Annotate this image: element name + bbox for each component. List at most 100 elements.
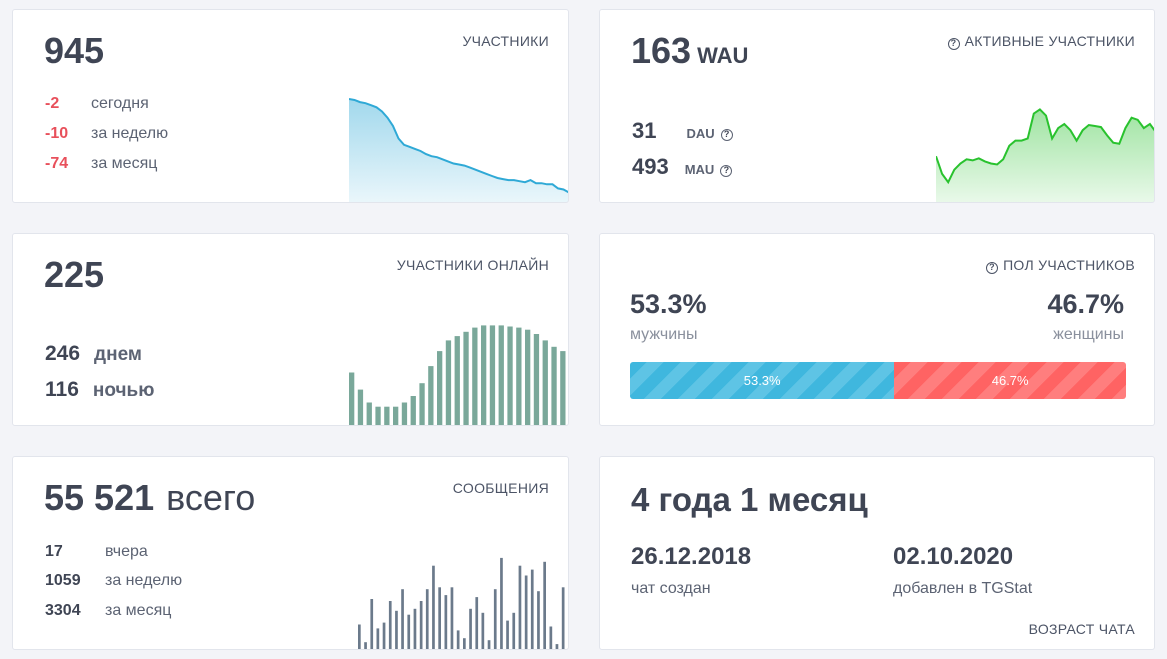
bar xyxy=(370,599,374,649)
messages-week-value: 1059 xyxy=(45,572,81,589)
members-week-label: за неделю xyxy=(91,125,169,142)
bar xyxy=(525,329,531,425)
members-trend-chart xyxy=(349,98,568,202)
dau-value: 31 xyxy=(632,118,657,143)
messages-yesterday-label: вчера xyxy=(105,543,148,560)
messages-row-yesterday: 17 вчера xyxy=(45,543,148,561)
bar xyxy=(524,575,528,649)
active-members-title-wrap: ? АКТИВНЫЕ УЧАСТНИКИ xyxy=(947,33,1135,50)
online-night-label: ночью xyxy=(92,380,155,401)
bar xyxy=(450,587,454,649)
bar xyxy=(419,383,425,425)
bar xyxy=(506,620,509,649)
bar xyxy=(437,351,443,425)
messages-title: СООБЩЕНИЯ xyxy=(452,480,549,496)
added-label: добавлен в TGStat xyxy=(893,580,1033,597)
bar xyxy=(512,612,516,649)
members-week-value: -10 xyxy=(45,125,69,142)
active-members-card: ? АКТИВНЫЕ УЧАСТНИКИ 163 WAU 31 DAU? 493 MAU… xyxy=(599,9,1155,203)
gender-ratio-bar: 53.3% 46.7% xyxy=(630,362,1126,399)
bar xyxy=(463,638,466,649)
bar xyxy=(489,325,496,425)
bar xyxy=(425,589,429,649)
messages-bar-chart xyxy=(358,557,565,649)
active-members-title: АКТИВНЫЕ УЧАСТНИКИ xyxy=(964,33,1135,49)
bar xyxy=(516,327,522,425)
female-segment: 46.7% xyxy=(894,362,1126,399)
mau-label: MAU xyxy=(684,162,715,177)
members-today-label: сегодня xyxy=(91,95,149,112)
chat-age-card: 4 года 1 месяц 26.12.2018 чат создан 02.… xyxy=(599,456,1155,650)
bar xyxy=(518,565,522,649)
members-row-week: -10 за неделю xyxy=(45,125,168,143)
members-card: УЧАСТНИКИ 945 -2 сегодня -10 за неделю -74… xyxy=(12,9,569,203)
bar xyxy=(543,561,546,649)
chat-age-headline: 4 года 1 месяц xyxy=(631,481,868,518)
bar xyxy=(472,327,478,425)
bar xyxy=(555,644,559,649)
members-row-month: -74 за месяц xyxy=(45,155,157,173)
online-bar-chart xyxy=(349,325,566,425)
male-segment: 53.3% xyxy=(630,362,895,399)
created-date: 26.12.2018 xyxy=(631,543,752,570)
female-label: женщины xyxy=(1053,326,1124,343)
trend-line xyxy=(936,108,1154,185)
bar xyxy=(410,396,416,425)
gender-title-wrap: ? ПОЛ УЧАСТНИКОВ xyxy=(986,257,1135,274)
bar xyxy=(549,626,553,649)
online-day-value: 246 xyxy=(45,342,81,365)
online-night-value: 116 xyxy=(45,378,79,401)
messages-total: 55 521 всего xyxy=(44,477,255,519)
bar xyxy=(382,622,386,649)
bar xyxy=(401,402,408,425)
trend-area xyxy=(349,99,568,202)
bar xyxy=(349,372,355,425)
bar xyxy=(419,601,423,649)
dau-help-icon[interactable]: ? xyxy=(720,129,733,141)
messages-total-value: 55 521 xyxy=(44,477,155,518)
bar xyxy=(507,326,513,425)
help-icon[interactable]: ? xyxy=(986,262,999,274)
mau-help-icon[interactable]: ? xyxy=(720,165,733,177)
online-card: УЧАСТНИКИ ОНЛАЙН 225 246 днем 116 ночью xyxy=(12,233,569,426)
bar xyxy=(456,630,460,649)
bar xyxy=(454,336,460,425)
online-day-label: днем xyxy=(94,344,142,365)
members-row-today: -2 сегодня xyxy=(45,95,149,113)
bar xyxy=(407,614,411,649)
wau-suffix: WAU xyxy=(697,43,749,68)
members-month-label: за месяц xyxy=(91,155,158,172)
bar xyxy=(463,331,469,425)
bar xyxy=(428,366,434,425)
messages-card: СООБЩЕНИЯ 55 521 всего 17 вчера 1059 за нед… xyxy=(12,456,569,650)
male-percent: 53.3% xyxy=(630,289,707,319)
members-today-value: -2 xyxy=(45,95,60,112)
male-label: мужчины xyxy=(630,326,698,343)
online-day-row: 246 днем xyxy=(45,342,142,366)
gender-title: ПОЛ УЧАСТНИКОВ xyxy=(1003,257,1135,273)
online-title: УЧАСТНИКИ ОНЛАЙН xyxy=(396,257,549,273)
bar xyxy=(533,334,540,425)
bar xyxy=(560,351,566,425)
members-count: 945 xyxy=(44,30,105,71)
bar xyxy=(376,628,380,649)
bar xyxy=(469,608,472,649)
bar xyxy=(388,601,392,649)
bar xyxy=(445,340,452,425)
bar xyxy=(401,589,404,649)
dau-label: DAU xyxy=(686,126,715,141)
bar xyxy=(500,557,503,649)
messages-row-week: 1059 за неделю xyxy=(45,572,182,590)
bar xyxy=(561,587,565,649)
bar xyxy=(366,402,372,425)
chat-age-caption: ВОЗРАСТ ЧАТА xyxy=(1028,621,1135,637)
bar xyxy=(551,346,557,425)
created-label: чат создан xyxy=(631,580,711,597)
active-trend-chart xyxy=(936,108,1154,202)
female-percent: 46.7% xyxy=(1047,289,1124,319)
bar xyxy=(481,325,487,425)
help-icon[interactable]: ? xyxy=(947,38,960,50)
bar xyxy=(438,587,441,649)
messages-month-label: за месяц xyxy=(105,602,172,619)
messages-total-suffix: всего xyxy=(166,477,256,518)
